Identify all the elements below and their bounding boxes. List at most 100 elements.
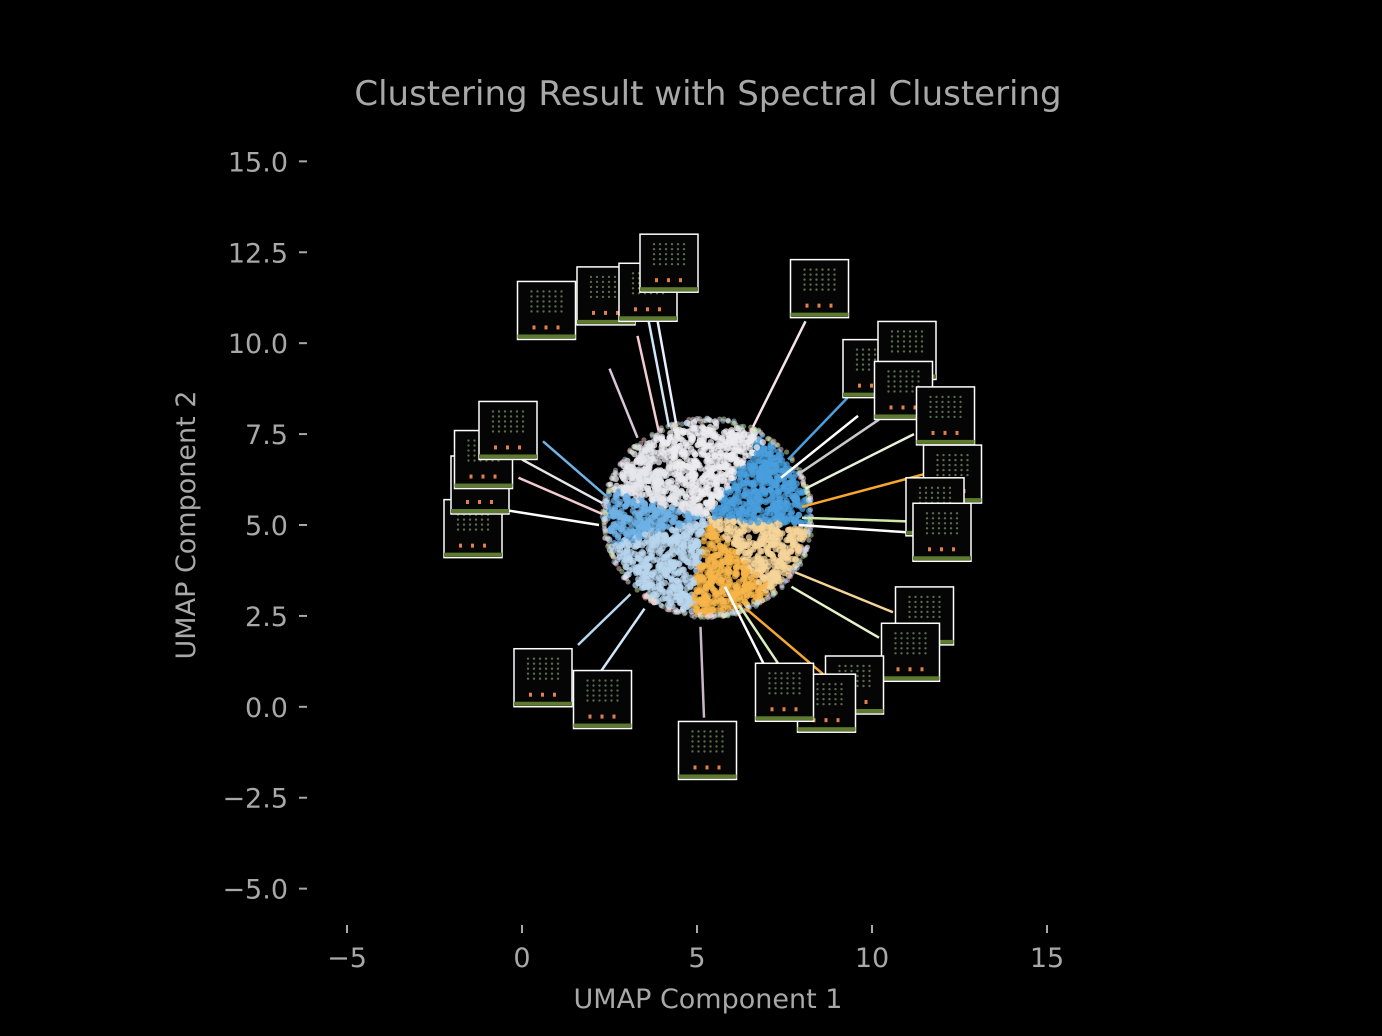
alien-dot <box>544 657 548 660</box>
cluster-point <box>696 437 703 445</box>
alien-dot <box>924 647 927 650</box>
cluster-point <box>685 542 692 549</box>
alien-dot <box>697 750 700 753</box>
alien-dot <box>786 687 789 690</box>
cluster-point <box>658 602 664 609</box>
alien-dot <box>652 242 656 246</box>
cluster-point <box>760 521 767 529</box>
cluster-point <box>736 498 743 505</box>
cluster-point <box>622 574 628 581</box>
cluster-point <box>772 590 778 596</box>
cluster-point <box>699 601 706 608</box>
alien-dot <box>548 305 551 308</box>
shield-mark <box>931 430 935 435</box>
alien-dot <box>780 682 783 685</box>
cluster-point <box>776 578 783 585</box>
cluster-point <box>704 604 712 611</box>
alien-dot <box>960 473 963 477</box>
cluster-point <box>788 510 795 517</box>
alien-dot <box>515 410 519 413</box>
shield-mark <box>541 692 544 697</box>
cluster-point <box>711 514 718 521</box>
cluster-point <box>616 498 624 506</box>
cluster-point <box>676 609 682 615</box>
cluster-point <box>765 518 772 525</box>
alien-dot <box>941 405 944 409</box>
cluster-point <box>697 465 704 472</box>
cluster-point <box>698 614 704 620</box>
cluster-point <box>712 570 719 577</box>
alien-dot <box>955 532 959 535</box>
alien-dot <box>774 672 777 675</box>
alien-dot <box>834 702 837 706</box>
alien-dot <box>936 463 939 467</box>
alien-dot <box>924 486 928 490</box>
shield-mark <box>928 547 931 552</box>
cluster-point <box>629 449 635 455</box>
alien-dot <box>548 310 551 313</box>
alien-dot <box>861 363 865 366</box>
cluster-point <box>638 440 644 446</box>
alien-dot <box>911 385 914 388</box>
alien-dot <box>691 740 694 743</box>
alien-dot <box>548 300 551 303</box>
alien-dot <box>896 345 900 348</box>
y-tick-label: 12.5 <box>228 238 288 269</box>
alien-dot <box>467 454 470 457</box>
cluster-point <box>676 522 683 530</box>
cluster-point <box>713 420 720 427</box>
alien-dot <box>896 350 900 353</box>
alien-dot <box>828 687 831 691</box>
alien-dot <box>670 242 674 246</box>
cluster-point <box>765 452 772 459</box>
cluster-point <box>671 584 678 591</box>
shield-mark <box>494 445 497 450</box>
alien-dot <box>526 667 530 670</box>
cluster-point <box>677 435 685 443</box>
alien-dot <box>954 463 957 467</box>
cluster-point <box>722 613 728 619</box>
alien-dot <box>924 652 927 655</box>
thumbnail-frame <box>513 647 573 708</box>
cluster-point <box>679 575 687 583</box>
alien-dot <box>550 657 554 660</box>
alien-dot <box>652 247 656 251</box>
thumbnail-annotations <box>443 233 983 781</box>
x-tick-label: −5 <box>327 943 367 974</box>
alien-dot <box>526 657 530 660</box>
alien-dot <box>914 610 917 614</box>
alien-dot <box>592 699 595 702</box>
cluster-point <box>707 524 714 531</box>
alien-dot <box>924 496 928 500</box>
thumbnail-frame <box>639 233 699 293</box>
cluster-point <box>726 471 733 478</box>
shield-mark <box>920 667 924 672</box>
alien-dot <box>938 610 941 614</box>
alien-dot <box>536 300 539 303</box>
alien-dot <box>809 278 812 281</box>
cluster-point <box>725 569 733 576</box>
cluster-point <box>639 469 646 476</box>
cluster-point <box>709 432 716 439</box>
cluster-point <box>677 599 685 607</box>
alien-dot <box>941 415 944 419</box>
alien-dot <box>676 252 680 256</box>
thumbnail-frame <box>478 400 538 461</box>
thumbnail-connector <box>780 414 859 479</box>
shield-mark <box>518 445 521 450</box>
cluster-point <box>748 467 755 474</box>
alien-dot <box>509 425 513 428</box>
alien-dot <box>926 595 929 599</box>
alien-dot <box>924 642 927 645</box>
alien-dot <box>890 330 894 333</box>
alien-dot <box>936 491 940 495</box>
alien-dot <box>768 672 771 675</box>
alien-dot <box>816 702 819 706</box>
alien-dot <box>491 430 495 433</box>
alien-dot <box>920 595 923 599</box>
shield-mark <box>794 707 798 712</box>
alien-dot <box>809 283 812 286</box>
alien-dot <box>598 689 601 692</box>
alien-dot <box>920 615 923 619</box>
cluster-point <box>609 475 615 481</box>
